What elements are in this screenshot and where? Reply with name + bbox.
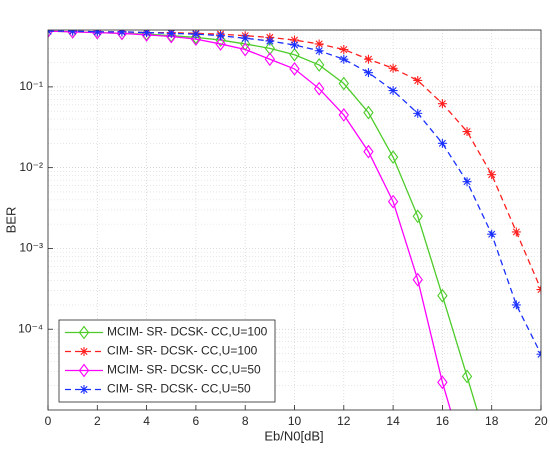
marker: [240, 33, 250, 43]
marker: [412, 209, 423, 224]
marker: [388, 63, 398, 73]
y-tick-label: 10⁻¹: [19, 79, 43, 93]
marker: [78, 325, 90, 340]
marker: [413, 108, 423, 118]
x-tick-label: 16: [436, 414, 450, 428]
marker: [290, 35, 299, 45]
ticks: 0 2 4 6 8 10 12 14 16 18 20 10⁻¹ 10⁻² 10⁻³ 10⁻⁴: [18, 79, 548, 428]
marker: [363, 105, 374, 120]
marker: [289, 47, 300, 62]
x-axis-label: Eb/N0[dB]: [264, 428, 323, 443]
marker: [339, 45, 349, 55]
x-tick-label: 2: [94, 414, 101, 428]
marker: [240, 42, 251, 57]
marker: [215, 37, 226, 51]
marker: [462, 177, 472, 187]
marker: [313, 58, 325, 72]
x-tick-label: 10: [288, 414, 302, 428]
x-tick-label: 18: [485, 414, 499, 428]
marker: [190, 30, 202, 45]
x-tick-label: 8: [242, 414, 249, 428]
plot: [48, 30, 541, 410]
marker: [313, 81, 325, 96]
marker: [142, 30, 152, 38]
x-tick-label: 12: [337, 414, 351, 428]
marker: [68, 30, 78, 36]
marker: [67, 30, 78, 39]
marker: [461, 369, 473, 384]
marker: [487, 170, 497, 180]
marker: [166, 30, 176, 38]
marker: [339, 54, 349, 64]
legend-box: [58, 319, 276, 403]
marker: [413, 75, 423, 85]
marker: [437, 288, 448, 303]
marker: [264, 41, 276, 56]
marker: [387, 194, 399, 209]
marker: [92, 30, 102, 37]
x-tick-label: 0: [45, 414, 52, 428]
x-tick-label: 14: [386, 414, 400, 428]
marker: [78, 363, 90, 378]
y-tick-label: 10⁻⁴: [18, 321, 43, 335]
marker: [412, 272, 423, 287]
marker: [462, 127, 472, 137]
legend-label: MCIM- SR- DCSK- CC,U=50: [107, 363, 261, 377]
marker: [265, 36, 275, 46]
marker: [290, 40, 299, 50]
marker: [264, 52, 276, 67]
marker: [387, 150, 399, 165]
marker: [117, 30, 127, 37]
marker: [437, 375, 448, 390]
marker: [363, 54, 373, 64]
marker: [314, 39, 324, 49]
marker: [216, 31, 226, 41]
marker: [363, 144, 374, 159]
marker: [166, 30, 177, 44]
marker: [487, 229, 497, 239]
marker: [79, 385, 89, 394]
legend: MCIM- SR- DCSK- CC,U=100 CIM- SR- DCSK- C…: [58, 319, 276, 403]
marker: [388, 86, 398, 96]
series-line: [48, 30, 541, 355]
marker: [338, 107, 349, 122]
y-axis-label: BER: [3, 207, 18, 234]
marker: [511, 300, 521, 310]
marker: [92, 30, 103, 40]
marker: [338, 76, 349, 91]
x-tick-label: 4: [143, 414, 150, 428]
legend-label: CIM- SR- DCSK- CC,U=100: [107, 344, 258, 358]
marker: [191, 30, 201, 39]
marker: [511, 227, 521, 237]
marker: [79, 347, 89, 356]
legend-label: MCIM- SR- DCSK- CC,U=100: [107, 325, 268, 339]
x-tick-label: 6: [193, 414, 200, 428]
y-tick-label: 10⁻²: [19, 160, 43, 174]
marker: [289, 61, 300, 76]
x-tick-label: 20: [534, 414, 548, 428]
marker: [314, 46, 324, 56]
marker: [437, 99, 447, 109]
marker: [437, 138, 447, 148]
marker: [363, 68, 373, 78]
legend-label: CIM- SR- DCSK- CC,U=50: [107, 382, 251, 396]
y-tick-label: 10⁻³: [19, 241, 43, 255]
